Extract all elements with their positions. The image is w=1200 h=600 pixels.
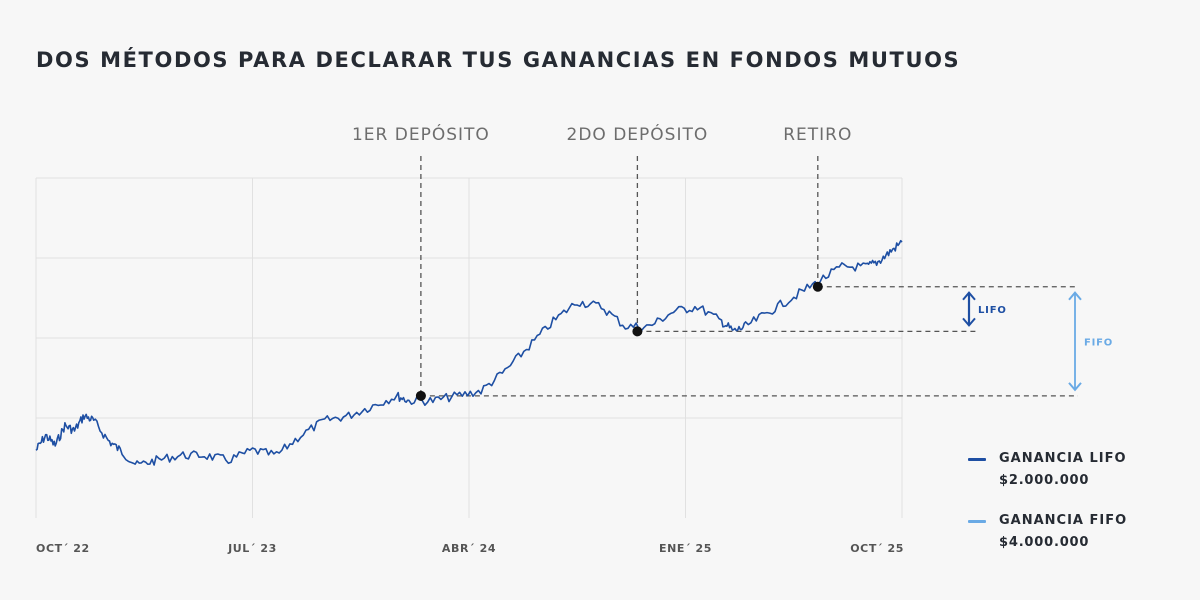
- legend-label-lifo: GANANCIA LIFO: [999, 451, 1127, 466]
- legend-value-lifo: $2.000.000: [999, 473, 1090, 488]
- x-tick-label: ABR´ 24: [441, 542, 497, 555]
- marker-group: [415, 281, 823, 401]
- brackets: LIFO FIFO: [962, 291, 1113, 392]
- bracket-fifo: FIFO: [1068, 291, 1113, 392]
- bracket-arrowhead-up: [1068, 291, 1082, 301]
- series-line: [35, 239, 903, 466]
- annotation-label: 2DO DEPÓSITO: [566, 125, 709, 145]
- series-group: [35, 239, 903, 466]
- x-tick-label: OCT´ 25: [850, 542, 904, 555]
- bracket-arrowhead-up: [962, 291, 976, 301]
- grid: [35, 177, 903, 518]
- legend-swatch-fifo: [968, 520, 986, 523]
- legend-swatch-lifo: [968, 458, 986, 461]
- legend-value-fifo: $4.000.000: [999, 535, 1090, 550]
- guide-lines: [420, 156, 1078, 397]
- annotation-marker: [812, 281, 823, 292]
- x-tick-label: JUL´ 23: [228, 542, 277, 555]
- bracket-label: LIFO: [978, 305, 1007, 316]
- bracket-arrowhead-down: [962, 317, 976, 327]
- annotation-marker: [415, 390, 426, 401]
- bracket-label: FIFO: [1084, 337, 1113, 348]
- chart-title: DOS MÉTODOS PARA DECLARAR TUS GANANCIAS …: [36, 48, 961, 72]
- x-tick-label: ENE´ 25: [658, 542, 713, 555]
- bracket-arrowhead-down: [1068, 382, 1082, 392]
- x-tick-label: OCT´ 22: [36, 542, 90, 555]
- annotation-marker: [632, 326, 643, 337]
- annotation-label: RETIRO: [783, 125, 853, 145]
- legend-label-fifo: GANANCIA FIFO: [999, 513, 1128, 528]
- bracket-lifo: LIFO: [962, 291, 1007, 327]
- annotation-label: 1ER DEPÓSITO: [351, 125, 490, 145]
